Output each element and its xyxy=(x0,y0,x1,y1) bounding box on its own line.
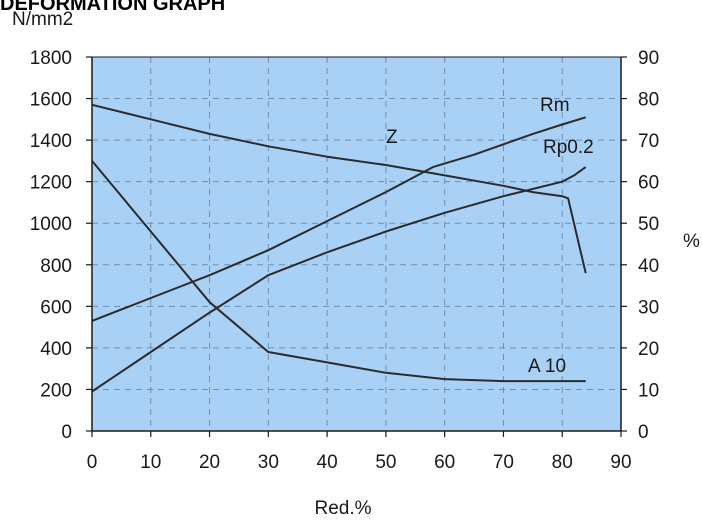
x-tick-labels: 0 10 20 30 40 50 60 70 80 90 xyxy=(87,452,632,473)
y-right-tick-label: 70 xyxy=(638,131,659,152)
y-left-tick-labels: 0 200 400 600 800 1000 1200 1400 1600 1800 xyxy=(30,48,72,443)
y-right-tick-label: 90 xyxy=(638,48,659,69)
axes xyxy=(86,56,627,437)
x-tick-label: 90 xyxy=(610,452,631,473)
y-right-tick-label: 80 xyxy=(638,90,659,111)
x-axis-label: Red.% xyxy=(314,498,371,519)
y-left-tick-label: 200 xyxy=(40,380,72,401)
series-line-z xyxy=(91,103,587,274)
series-label-rp02: Rp0.2 xyxy=(543,137,594,158)
y-left-tick-label: 0 xyxy=(61,422,72,443)
y-left-tick-label: 1400 xyxy=(30,131,72,152)
x-tick-label: 40 xyxy=(317,452,338,473)
y-right-tick-label: 10 xyxy=(638,380,659,401)
series-lines xyxy=(91,103,587,393)
y-right-tick-labels: 0 10 20 30 40 50 60 70 80 90 xyxy=(638,48,659,443)
y-left-tick-label: 400 xyxy=(40,339,72,360)
chart-title: DEFORMATION GRAPH xyxy=(0,0,225,15)
y-right-axis-label: % xyxy=(683,231,700,252)
x-tick-label: 0 xyxy=(87,452,98,473)
y-left-tick-label: 600 xyxy=(40,297,72,318)
series-label-z: Z xyxy=(386,127,398,148)
x-tick-label: 10 xyxy=(140,452,161,473)
y-right-tick-label: 0 xyxy=(638,422,649,443)
y-left-axis-label: N/mm2 xyxy=(12,9,73,30)
series-label-rm: Rm xyxy=(540,95,570,116)
y-right-tick-label: 30 xyxy=(638,297,659,318)
x-tick-label: 60 xyxy=(434,452,455,473)
x-tick-label: 80 xyxy=(552,452,573,473)
grid-lines xyxy=(92,57,621,431)
y-right-tick-label: 20 xyxy=(638,339,659,360)
y-left-tick-label: 1600 xyxy=(30,90,72,111)
y-left-tick-label: 1000 xyxy=(30,214,72,235)
y-right-tick-label: 60 xyxy=(638,173,659,194)
series-line-a10 xyxy=(91,160,586,383)
series-label-a10: A 10 xyxy=(528,356,566,377)
y-left-tick-label: 1800 xyxy=(30,48,72,69)
x-tick-label: 20 xyxy=(199,452,220,473)
plot-area xyxy=(92,57,621,431)
x-tick-label: 50 xyxy=(375,452,396,473)
y-right-tick-label: 40 xyxy=(638,256,659,277)
x-tick-label: 70 xyxy=(493,452,514,473)
y-left-tick-label: 1200 xyxy=(30,173,72,194)
x-tick-label: 30 xyxy=(258,452,279,473)
y-right-tick-label: 50 xyxy=(638,214,659,235)
series-line-rp02 xyxy=(91,166,587,393)
series-line-rm xyxy=(91,116,586,322)
y-left-tick-label: 800 xyxy=(40,256,72,277)
